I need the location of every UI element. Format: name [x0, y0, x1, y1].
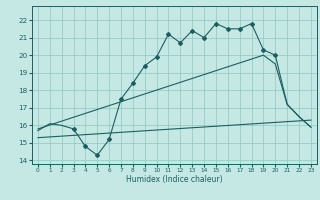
X-axis label: Humidex (Indice chaleur): Humidex (Indice chaleur) — [126, 175, 223, 184]
